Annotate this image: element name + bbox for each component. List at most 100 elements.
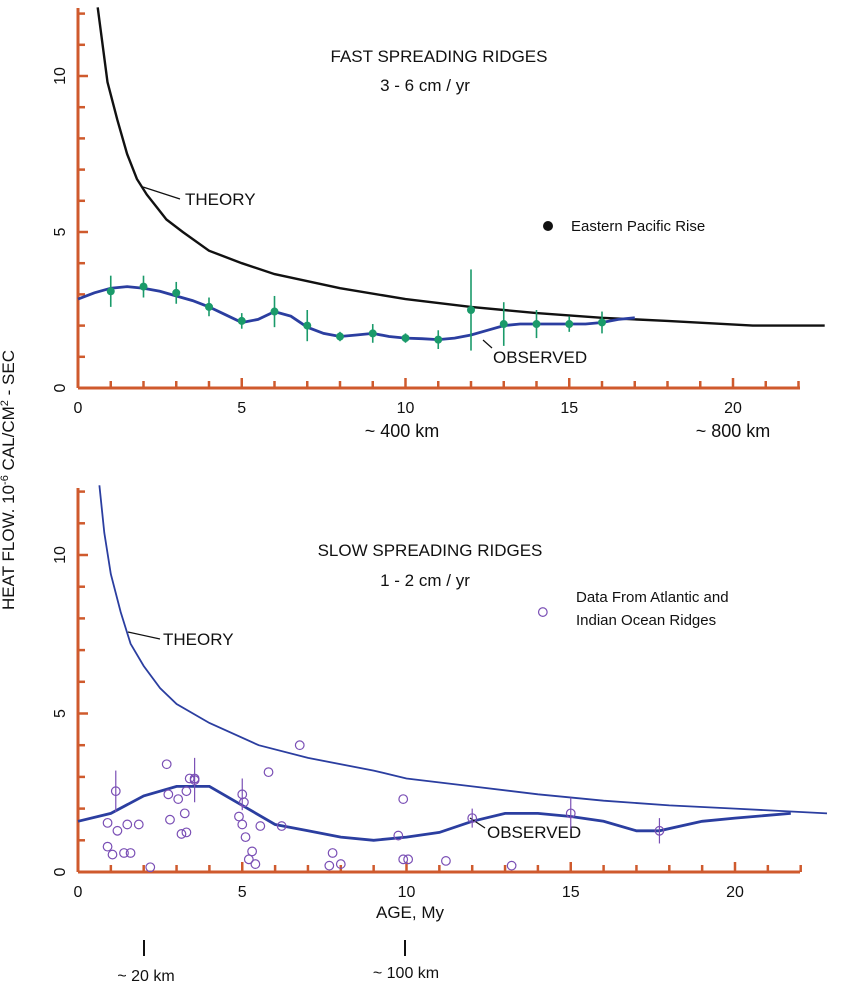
y-tick-label: 10 [52, 67, 69, 85]
data-point [102, 817, 113, 828]
data-point [294, 740, 305, 751]
x-tick-label: 0 [74, 884, 83, 901]
theory-leader-line [142, 186, 181, 200]
data-point [565, 320, 574, 329]
data-point [240, 832, 251, 843]
x-tick-label: 0 [74, 400, 83, 417]
legend-label: Indian Ocean Ridges [576, 612, 716, 629]
data-point [398, 794, 409, 804]
observed-leader-line [482, 339, 493, 349]
data-point [393, 830, 404, 841]
data-point [368, 329, 377, 338]
data-point [467, 306, 475, 314]
x-tick-label: 20 [726, 884, 744, 901]
data-point [205, 302, 213, 311]
y-tick-label: 5 [52, 709, 69, 718]
data-point [499, 320, 508, 329]
data-point [398, 854, 409, 865]
data-point [234, 811, 244, 822]
data-point [255, 821, 266, 831]
data-point [441, 856, 451, 866]
theory-curve [96, 7, 825, 327]
observed-curve [77, 785, 791, 842]
data-point [270, 307, 279, 316]
data-point [263, 767, 274, 778]
data-point [336, 332, 344, 341]
x-tick-label: 15 [562, 884, 580, 901]
y-tick-label: 0 [52, 383, 69, 392]
theory-leader-line [127, 631, 161, 640]
data-point [434, 335, 443, 344]
observed-curve [77, 285, 635, 342]
legend-marker [543, 221, 553, 231]
data-point [139, 282, 148, 291]
data-point [189, 775, 200, 785]
data-point [179, 808, 190, 819]
data-point [237, 316, 246, 325]
observed-label: OBSERVED [487, 823, 581, 842]
x-tick-label: 5 [237, 400, 246, 417]
y-axis-label-part: CAL/CM [0, 406, 18, 475]
data-point [184, 773, 195, 784]
data-point [565, 808, 576, 819]
data-point [165, 814, 175, 825]
data-point [122, 819, 133, 830]
panel-subtitle: 3 - 6 cm / yr [380, 76, 470, 95]
data-point [102, 841, 113, 852]
data-point [324, 860, 335, 871]
distance-label: ~ 100 km [373, 965, 439, 982]
data-point [181, 827, 192, 838]
panel-title: FAST SPREADING RIDGES [331, 47, 548, 66]
x-axis-label: AGE, My [376, 903, 445, 922]
data-point [119, 848, 129, 858]
data-point [654, 825, 665, 836]
data-point [112, 825, 123, 836]
x-tick-label: 10 [397, 400, 415, 417]
data-point [598, 318, 606, 327]
fast-spreading-panel: 0 5 10 15 20 0 5 10 FAST SPREADING RIDGES 3 - 6 c… [52, 7, 825, 441]
legend-marker [537, 607, 548, 617]
data-point [181, 786, 192, 797]
data-point [125, 848, 136, 858]
y-tick-label: 10 [52, 546, 69, 564]
y-axis-label: HEAT FLOW. 10-6 CAL/CM2 - SEC [0, 350, 18, 610]
data-point [276, 821, 287, 831]
data-point [163, 789, 174, 800]
y-axis-label-part: 2 [0, 400, 11, 406]
y-tick-label: 5 [52, 227, 69, 236]
x-tick-label: 15 [560, 400, 578, 417]
data-point [176, 829, 187, 839]
y-axis-label-part: HEAT FLOW. 10 [0, 485, 18, 610]
theory-label: THEORY [185, 190, 256, 209]
x-tick-label: 20 [724, 400, 742, 417]
data-point [247, 846, 258, 857]
data-point [237, 819, 248, 830]
data-point [145, 862, 156, 873]
data-point [506, 860, 517, 871]
distance-label: ~ 20 km [117, 968, 174, 985]
panel-subtitle: 1 - 2 cm / yr [380, 571, 470, 590]
panel-title: SLOW SPREADING RIDGES [318, 541, 543, 560]
data-point [110, 786, 121, 797]
y-axis-label-part: -6 [0, 475, 11, 485]
x-tick-label: 10 [398, 884, 416, 901]
data-point [303, 321, 312, 330]
theory-curve [98, 485, 828, 815]
data-point [250, 859, 261, 869]
data-point [107, 849, 118, 860]
data-point [173, 794, 184, 804]
data-point [401, 334, 410, 343]
distance-label: ~ 800 km [696, 421, 771, 441]
observed-label: OBSERVED [493, 348, 587, 367]
slow-spreading-panel: 0 5 10 15 20 0 5 10 SLOW SPREADING RIDGES 1 - 2 c… [52, 485, 828, 985]
data-point [327, 848, 338, 858]
data-point [106, 287, 115, 296]
legend-label: Eastern Pacific Rise [571, 218, 705, 235]
legend-label: Data From Atlantic and [576, 589, 729, 606]
x-tick-label: 5 [238, 884, 247, 901]
data-point [133, 819, 144, 830]
data-point [532, 320, 541, 329]
data-point [172, 288, 181, 297]
data-point [237, 789, 248, 800]
